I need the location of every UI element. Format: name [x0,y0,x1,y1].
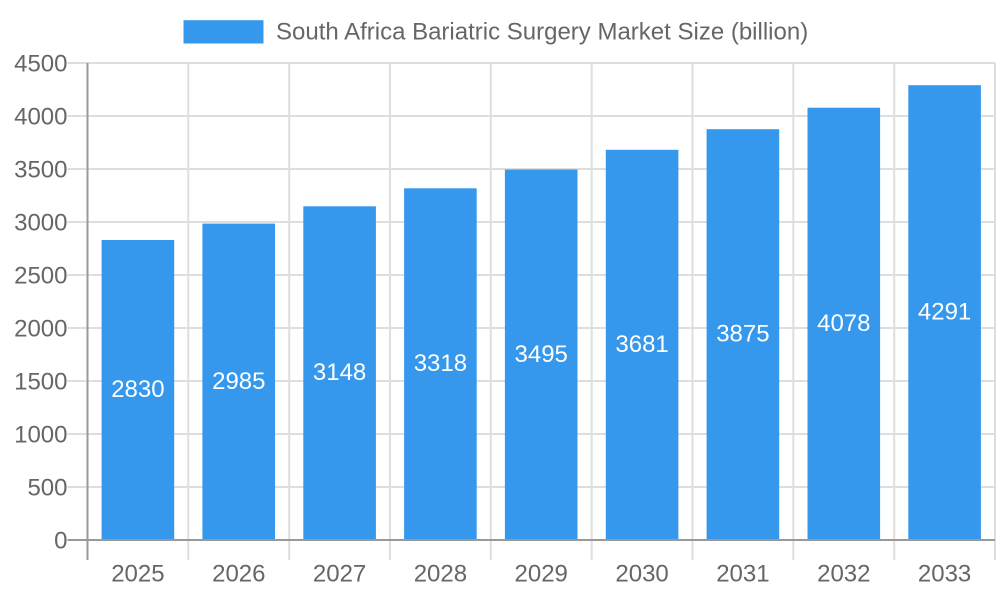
svg-text:4000: 4000 [14,104,67,131]
svg-text:4500: 4500 [14,51,67,78]
svg-text:1500: 1500 [14,369,67,396]
svg-text:2031: 2031 [716,561,769,588]
svg-text:2500: 2500 [14,263,67,290]
svg-text:3875: 3875 [716,321,769,348]
svg-text:South Africa Bariatric Surgery: South Africa Bariatric Surgery Market Si… [276,19,808,46]
svg-text:3681: 3681 [615,331,668,358]
svg-text:2985: 2985 [212,368,265,395]
svg-text:3000: 3000 [14,210,67,237]
svg-text:2030: 2030 [615,561,668,588]
svg-text:4291: 4291 [918,299,971,326]
svg-text:2033: 2033 [918,561,971,588]
svg-text:2028: 2028 [414,561,467,588]
svg-text:2000: 2000 [14,316,67,343]
svg-text:3318: 3318 [414,350,467,377]
svg-text:3500: 3500 [14,157,67,184]
svg-text:0: 0 [54,528,67,555]
svg-text:3148: 3148 [313,359,366,386]
svg-text:2032: 2032 [817,561,870,588]
svg-text:500: 500 [27,475,67,502]
svg-text:3495: 3495 [515,341,568,368]
svg-text:2027: 2027 [313,561,366,588]
svg-text:2025: 2025 [111,561,164,588]
svg-text:1000: 1000 [14,422,67,449]
svg-text:4078: 4078 [817,310,870,337]
svg-text:2026: 2026 [212,561,265,588]
svg-text:2830: 2830 [111,376,164,403]
svg-text:2029: 2029 [515,561,568,588]
